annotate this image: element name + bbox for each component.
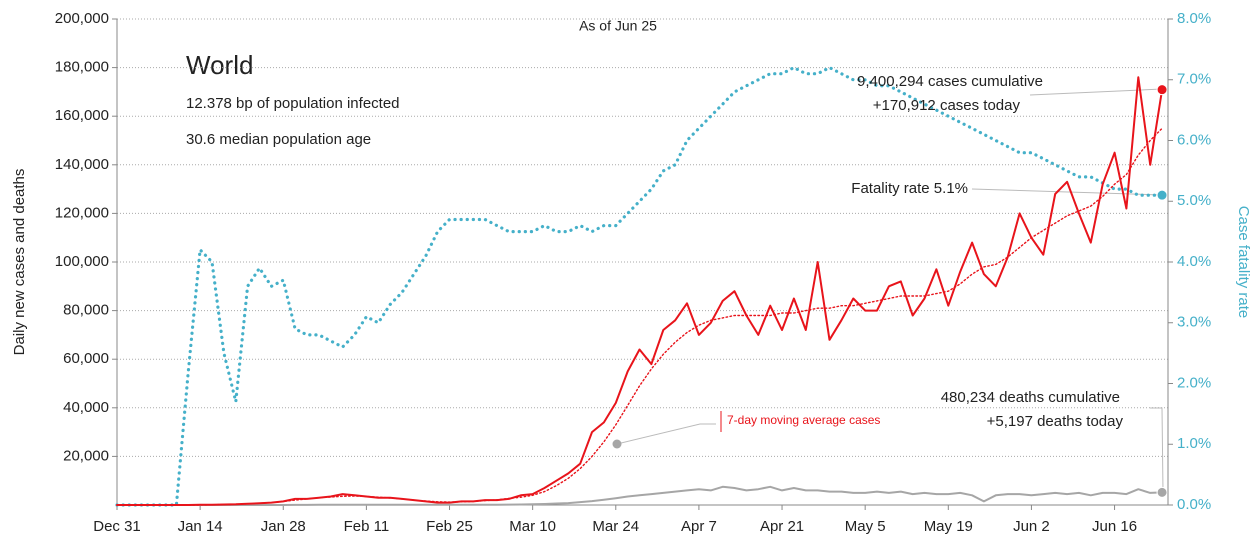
y-tick-label: 140,000 — [55, 156, 109, 173]
y2-tick-label: 7.0% — [1177, 71, 1211, 88]
end-dot — [1156, 84, 1168, 96]
y2-tick-label: 5.0% — [1177, 192, 1211, 209]
y2-axis-label: Case fatality rate — [1235, 206, 1252, 319]
annotation: +5,197 deaths today — [987, 413, 1124, 430]
annotation: 12.378 bp of population infected — [186, 95, 400, 112]
x-tick-label: Jan 28 — [261, 518, 306, 535]
annotation: 7-day moving average cases — [727, 413, 880, 427]
annotation: 9,400,294 cases cumulative — [857, 73, 1043, 90]
y-tick-label: 80,000 — [63, 302, 109, 319]
chart-title: World — [186, 50, 253, 80]
x-tick-label: Mar 24 — [592, 518, 639, 535]
leader-line — [616, 423, 716, 445]
x-tick-label: Dec 31 — [93, 518, 141, 535]
x-tick-label: Apr 21 — [760, 518, 804, 535]
series-line — [116, 485, 1164, 506]
annotation: 480,234 deaths cumulative — [941, 389, 1120, 406]
x-tick-label: Jun 2 — [1013, 518, 1050, 535]
y2-tick-label: 8.0% — [1177, 10, 1211, 27]
y2-tick-label: 2.0% — [1177, 374, 1211, 391]
y-tick-label: 40,000 — [63, 399, 109, 416]
y-tick-label: 120,000 — [55, 204, 109, 221]
leader-line — [1029, 88, 1163, 96]
x-tick-label: Feb 25 — [426, 518, 473, 535]
y2-tick-label: 4.0% — [1177, 253, 1211, 270]
x-tick-label: Jan 14 — [178, 518, 223, 535]
y-tick-label: 200,000 — [55, 10, 109, 27]
y-tick-label: 180,000 — [55, 59, 109, 76]
annotation: Fatality rate 5.1% — [851, 180, 968, 197]
series-line — [116, 76, 1164, 506]
annotation: 30.6 median population age — [186, 131, 371, 148]
x-tick-label: Mar 10 — [509, 518, 556, 535]
end-dot — [1156, 486, 1168, 498]
x-tick-label: May 19 — [924, 518, 973, 535]
y-tick-label: 100,000 — [55, 253, 109, 270]
y-tick-label: 160,000 — [55, 107, 109, 124]
y2-tick-label: 6.0% — [1177, 131, 1211, 148]
series-line — [116, 127, 1163, 506]
leader-line — [971, 188, 1163, 196]
x-tick-label: Jun 16 — [1092, 518, 1137, 535]
y-tick-label: 60,000 — [63, 350, 109, 367]
legend-dot — [612, 439, 622, 449]
chart-subtitle: As of Jun 25 — [579, 18, 657, 34]
y-axis-label: Daily new cases and deaths — [11, 169, 28, 356]
x-tick-label: Apr 7 — [681, 518, 717, 535]
y-tick-label: 20,000 — [63, 447, 109, 464]
x-tick-label: May 5 — [845, 518, 886, 535]
y2-tick-label: 1.0% — [1177, 435, 1211, 452]
x-tick-label: Feb 11 — [344, 518, 390, 535]
leader-line — [1150, 407, 1164, 493]
end-dot — [1156, 189, 1168, 201]
annotation: +170,912 cases today — [873, 97, 1021, 114]
y2-tick-label: 3.0% — [1177, 314, 1211, 331]
y2-tick-label: 0.0% — [1177, 496, 1211, 513]
